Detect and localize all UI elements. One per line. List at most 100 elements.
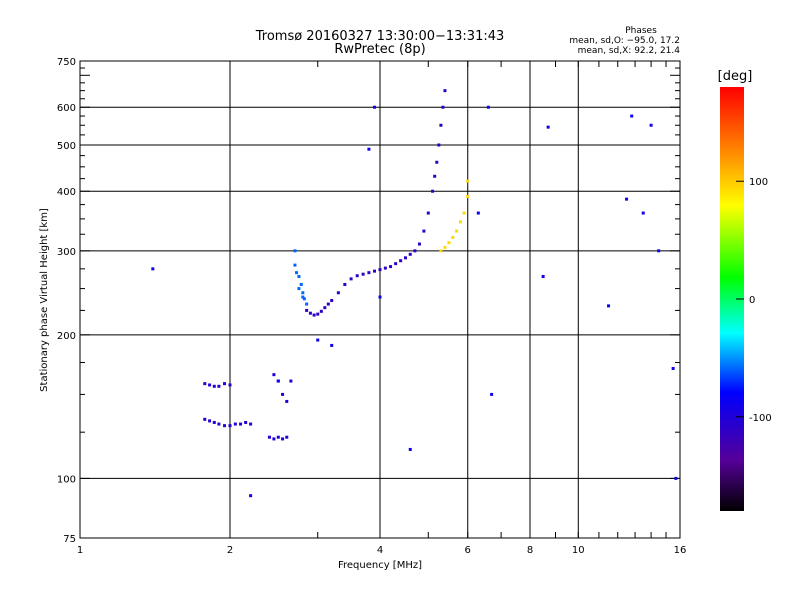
x-tick-label: 10: [572, 545, 585, 556]
echo-point: [413, 249, 417, 253]
echo-point: [389, 265, 393, 269]
echo-point: [466, 194, 470, 198]
chart-title: Tromsø 20160327 13:30:00−13:31:43: [255, 29, 505, 44]
echo-point: [302, 297, 306, 301]
y-tick-label: 100: [57, 474, 76, 485]
echo-point: [671, 366, 675, 370]
echo-point: [343, 282, 347, 286]
echo-point: [295, 271, 299, 275]
echo-point: [289, 379, 293, 383]
legend-line-x: mean, sd,X: 92.2, 21.4: [578, 46, 681, 56]
echo-point: [297, 275, 301, 279]
echo-point: [443, 89, 447, 93]
y-tick-label: 300: [57, 247, 76, 258]
colorbar-ticks: 100 0 -100: [736, 177, 772, 424]
echo-point: [203, 417, 207, 421]
echo-point: [305, 308, 309, 312]
echo-point: [308, 311, 312, 315]
echo-point: [630, 114, 634, 118]
echo-point: [439, 123, 443, 127]
echo-point: [281, 392, 285, 396]
colorbar-label: [deg]: [718, 69, 753, 84]
echo-point: [378, 295, 382, 299]
echo-point: [297, 287, 301, 291]
y-axis-label: Stationary phase Virtual Height [km]: [39, 208, 50, 392]
echo-point: [462, 211, 466, 215]
echo-point: [228, 383, 232, 387]
colorbar: [deg] 100 0 -100: [718, 69, 772, 511]
echo-point: [367, 147, 371, 151]
y-tick-label: 400: [57, 187, 76, 198]
echo-point: [330, 343, 334, 347]
echo-point: [349, 277, 353, 281]
echo-point: [316, 338, 320, 342]
echo-point: [408, 252, 412, 256]
chart-subtitle: RwPretec (8p): [334, 42, 425, 57]
echo-point: [285, 399, 289, 403]
echo-point: [212, 420, 216, 424]
colorbar-tick-label: -100: [749, 413, 772, 424]
echo-point: [435, 160, 439, 164]
x-tick-label: 16: [674, 545, 687, 556]
echo-point: [458, 220, 462, 224]
echo-point: [541, 275, 545, 279]
legend-line-o: mean, sd,O: −95.0, 17.2: [569, 36, 680, 46]
echo-point: [361, 272, 365, 276]
y-tick-label: 75: [63, 534, 76, 545]
x-tick-label: 6: [465, 545, 471, 556]
echo-point: [443, 245, 447, 249]
echo-point: [546, 125, 550, 129]
echo-point: [607, 304, 611, 308]
echo-point: [208, 383, 212, 387]
echo-point: [299, 282, 303, 286]
echo-point: [394, 262, 398, 266]
echo-point: [244, 420, 248, 424]
echo-point: [426, 211, 430, 215]
echo-point: [223, 382, 227, 386]
echo-point: [455, 229, 459, 233]
echo-points: [151, 89, 678, 498]
echo-point: [441, 105, 445, 109]
echo-point: [466, 179, 470, 183]
grid-lines: [80, 61, 680, 538]
echo-point: [674, 476, 678, 480]
echo-point: [293, 263, 297, 267]
y-axis-ticks: 75 100 200 300 400 500 600 750: [57, 57, 680, 545]
y-tick-label: 600: [57, 103, 76, 114]
echo-point: [417, 242, 421, 246]
echo-point: [249, 494, 253, 498]
echo-point: [276, 435, 280, 439]
echo-point: [316, 312, 320, 316]
echo-point: [336, 291, 340, 295]
echo-point: [399, 259, 403, 263]
echo-point: [373, 269, 377, 273]
echo-point: [403, 256, 407, 260]
echo-point: [319, 309, 323, 313]
echo-point: [217, 384, 221, 388]
echo-point: [249, 422, 253, 426]
echo-point: [433, 174, 437, 178]
echo-point: [293, 249, 297, 253]
echo-point: [383, 266, 387, 270]
echo-point: [223, 424, 227, 428]
x-tick-label: 1: [77, 545, 83, 556]
echo-point: [367, 271, 371, 275]
echo-point: [301, 295, 305, 299]
echo-point: [451, 235, 455, 239]
echo-point: [447, 241, 451, 245]
echo-point: [228, 424, 232, 428]
echo-point: [476, 211, 480, 215]
echo-point: [276, 379, 280, 383]
echo-point: [439, 249, 443, 253]
echo-point: [151, 267, 155, 271]
x-tick-label: 2: [227, 545, 233, 556]
echo-point: [281, 437, 285, 441]
x-tick-label: 8: [527, 545, 533, 556]
x-axis-label: Frequency [MHz]: [338, 560, 422, 571]
echo-point: [431, 189, 435, 193]
echo-point: [267, 435, 271, 439]
echo-point: [301, 291, 305, 295]
echo-point: [305, 302, 309, 306]
echo-point: [422, 229, 426, 233]
